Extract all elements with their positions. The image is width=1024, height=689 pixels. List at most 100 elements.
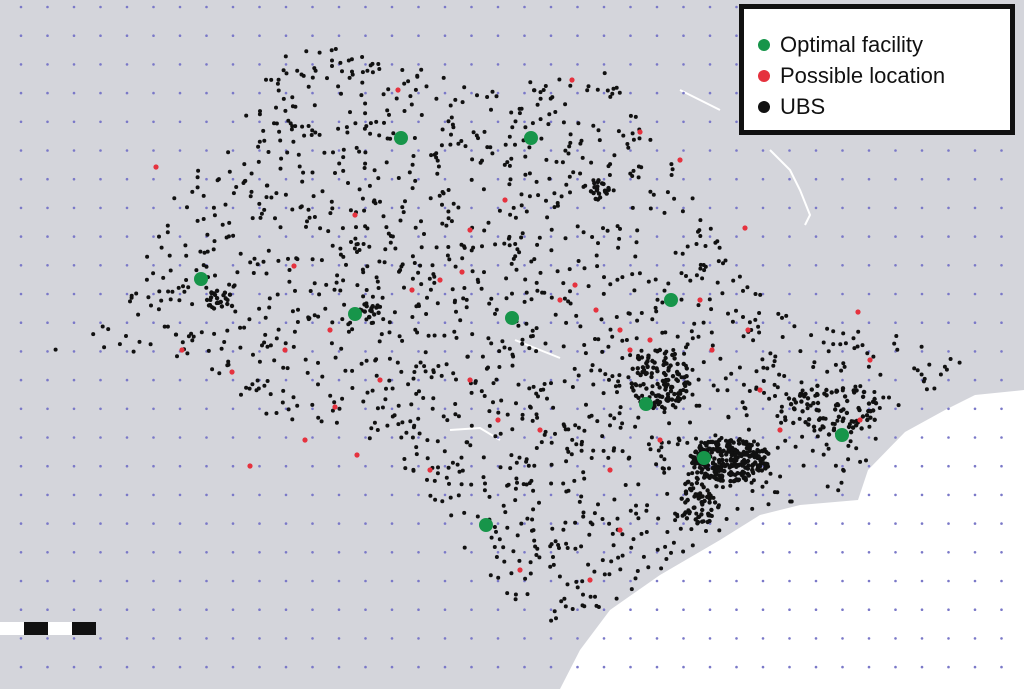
- ubs-point: [341, 155, 346, 160]
- ubs-point: [266, 248, 271, 253]
- ubs-point: [460, 256, 465, 261]
- ubs-point: [538, 270, 543, 275]
- grid-dot: [417, 235, 420, 238]
- grid-dot: [496, 292, 500, 296]
- ubs-point: [384, 160, 389, 165]
- grid-dot: [311, 464, 314, 468]
- grid-dot: [99, 350, 102, 353]
- ubs-point: [461, 296, 466, 301]
- grid-dot: [205, 5, 208, 9]
- grid-dot: [523, 5, 526, 9]
- grid-dot: [814, 464, 818, 468]
- ubs-point: [269, 195, 274, 200]
- ubs-point: [364, 288, 369, 292]
- ubs-point: [517, 250, 522, 255]
- ubs-point: [702, 268, 707, 273]
- grid-dot: [1000, 350, 1003, 353]
- grid-dot: [735, 321, 738, 325]
- ubs-point: [715, 280, 720, 285]
- ubs-point: [404, 430, 409, 435]
- ubs-point: [564, 320, 569, 325]
- ubs-point: [646, 565, 651, 570]
- legend-label: Optimal facility: [780, 31, 924, 57]
- ubs-point: [480, 244, 484, 249]
- ubs-point: [665, 530, 670, 534]
- ubs-point: [410, 186, 415, 191]
- grid-dot: [470, 292, 473, 296]
- ubs-point: [489, 296, 494, 301]
- grid-dot: [629, 177, 632, 181]
- ubs-point: [511, 205, 516, 210]
- ubs-point: [678, 526, 683, 531]
- ubs-point: [549, 462, 554, 467]
- ubs-point: [825, 369, 830, 374]
- ubs-point: [244, 113, 249, 118]
- ubs-point: [492, 525, 497, 529]
- ubs-point: [459, 139, 464, 143]
- ubs-point: [563, 102, 568, 107]
- ubs-point: [318, 226, 323, 231]
- grid-dot: [258, 407, 261, 411]
- ubs-point: [414, 364, 419, 369]
- ubs-point: [791, 406, 797, 411]
- ubs-point: [340, 317, 345, 322]
- grid-dot: [390, 206, 394, 210]
- ubs-point: [667, 466, 671, 471]
- ubs-point: [459, 482, 464, 487]
- ubs-point: [456, 205, 461, 210]
- ubs-point: [446, 245, 451, 249]
- grid-dot: [231, 551, 235, 554]
- grid-dot: [629, 5, 632, 9]
- ubs-point: [719, 449, 725, 454]
- ubs-point: [699, 440, 704, 445]
- ubs-point: [662, 406, 667, 411]
- grid-dot: [602, 177, 606, 181]
- grid-dot: [443, 149, 447, 152]
- ubs-point: [831, 329, 836, 334]
- grid-dot: [99, 637, 102, 640]
- grid-dot: [470, 120, 473, 124]
- possible-location-point: [427, 467, 433, 473]
- grid-dot: [125, 264, 129, 267]
- ubs-point: [487, 494, 492, 499]
- ubs-point: [410, 435, 415, 440]
- grid-dot: [19, 464, 23, 468]
- ubs-point: [363, 150, 368, 155]
- ubs-point: [695, 470, 700, 475]
- grid-dot: [258, 665, 261, 669]
- optimal-facility-point: [664, 293, 678, 307]
- ubs-point: [475, 514, 480, 519]
- ubs-point: [563, 148, 568, 153]
- ubs-point: [419, 245, 424, 250]
- ubs-point: [225, 328, 230, 333]
- grid-dot: [125, 321, 129, 325]
- grid-dot: [258, 63, 261, 66]
- grid-dot: [973, 407, 977, 411]
- grid-dot: [841, 177, 844, 181]
- ubs-point: [860, 394, 866, 399]
- grid-dot: [364, 493, 367, 497]
- grid-dot: [602, 5, 606, 9]
- grid-dot: [205, 551, 208, 554]
- ubs-point: [491, 400, 495, 405]
- ubs-point: [503, 510, 508, 515]
- ubs-point: [258, 215, 263, 220]
- grid-dot: [337, 637, 341, 640]
- ubs-point: [468, 443, 473, 448]
- ubs-point: [219, 346, 224, 351]
- ubs-point: [364, 317, 369, 322]
- ubs-point: [633, 114, 638, 119]
- ubs-point: [364, 124, 369, 129]
- ubs-point: [552, 609, 557, 614]
- grid-dot: [390, 407, 394, 411]
- ubs-point: [444, 362, 449, 367]
- ubs-point: [373, 201, 378, 206]
- possible-location-point: [352, 212, 358, 218]
- grid-dot: [814, 264, 818, 267]
- ubs-point: [274, 411, 279, 415]
- ubs-point: [742, 452, 748, 457]
- ubs-point: [387, 378, 392, 383]
- ubs-point: [836, 488, 841, 493]
- ubs-point: [260, 343, 264, 348]
- grid-dot: [602, 206, 606, 210]
